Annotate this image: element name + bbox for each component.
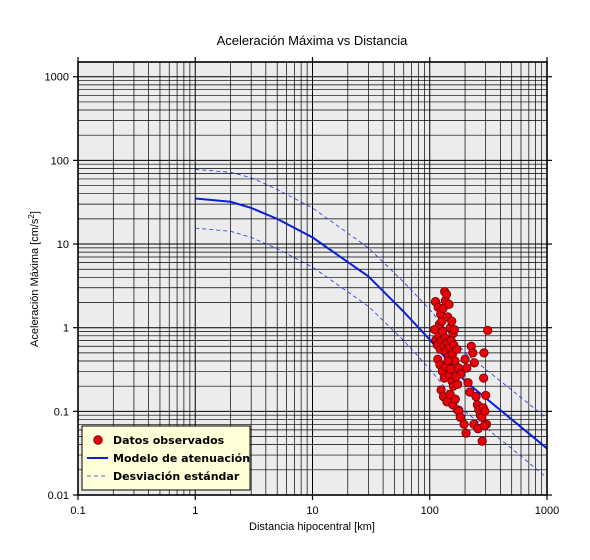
model-line xyxy=(195,197,548,450)
x-axis-label: Distancia hipocentral [km] xyxy=(249,521,375,533)
observed-point xyxy=(471,392,481,402)
y-tick-label: 10 xyxy=(57,239,69,251)
x-tick-label: 0.1 xyxy=(70,505,85,517)
y-axis: 0.01 0.1 1 10 100 1000 xyxy=(45,72,552,502)
observed-point xyxy=(479,348,489,358)
x-tick-label: 100 xyxy=(421,505,439,517)
y-tick-label: 0.01 xyxy=(48,490,69,502)
observed-point xyxy=(483,325,493,335)
observed-point xyxy=(477,436,487,446)
legend-marker-observed xyxy=(93,435,103,445)
observed-points xyxy=(430,287,493,446)
observed-point xyxy=(468,348,478,358)
observed-point xyxy=(463,378,473,388)
series-lines xyxy=(195,169,548,479)
x-axis: 0.1 1 10 100 1000 xyxy=(70,57,559,517)
legend: Datos observados Modelo de atenuación De… xyxy=(81,425,251,491)
observed-point xyxy=(455,412,465,422)
y-axis-label-superscript: 2 xyxy=(27,214,36,219)
observed-point xyxy=(462,363,472,373)
observed-point xyxy=(469,358,479,368)
y-axis-label-text: Aceleración Máxima [cm/s xyxy=(29,218,41,347)
legend-label-observed: Datos observados xyxy=(113,434,225,447)
observed-point xyxy=(451,372,461,382)
observed-point xyxy=(459,419,469,429)
y-tick-label: 100 xyxy=(51,155,69,167)
observed-point xyxy=(441,289,452,300)
observed-point xyxy=(479,373,489,383)
x-tick-label: 10 xyxy=(306,505,318,517)
observed-point xyxy=(465,387,475,397)
x-tick-label: 1000 xyxy=(535,505,559,517)
observed-point xyxy=(479,421,489,431)
legend-box xyxy=(81,425,251,491)
y-tick-label: 1 xyxy=(63,323,69,335)
observed-point xyxy=(481,390,491,401)
grid xyxy=(77,62,547,496)
observed-point xyxy=(453,379,463,389)
observed-point xyxy=(480,406,490,416)
observed-point xyxy=(450,394,460,404)
y-tick-label: 0.1 xyxy=(54,406,69,418)
observed-point xyxy=(447,316,457,326)
chart-title: Aceleración Máxima vs Distancia xyxy=(217,33,409,48)
observed-point xyxy=(460,354,470,364)
x-tick-label: 1 xyxy=(192,505,198,517)
observed-point xyxy=(443,356,453,366)
observed-point xyxy=(452,344,462,355)
y-axis-label-suffix: ] xyxy=(29,211,41,214)
observed-point xyxy=(449,324,459,335)
y-axis-label: Aceleración Máxima [cm/s2] xyxy=(27,211,41,347)
y-tick-label: 1000 xyxy=(45,72,69,84)
deviation-line-2 xyxy=(195,169,548,419)
legend-label-deviation: Desviación estándar xyxy=(113,470,240,483)
observed-point xyxy=(461,428,471,438)
deviation-line-3 xyxy=(195,227,548,479)
legend-label-model: Modelo de atenuación xyxy=(113,452,250,465)
observed-point xyxy=(446,364,456,374)
observed-point xyxy=(444,299,454,309)
